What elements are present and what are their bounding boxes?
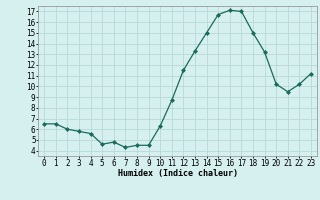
- X-axis label: Humidex (Indice chaleur): Humidex (Indice chaleur): [118, 169, 238, 178]
